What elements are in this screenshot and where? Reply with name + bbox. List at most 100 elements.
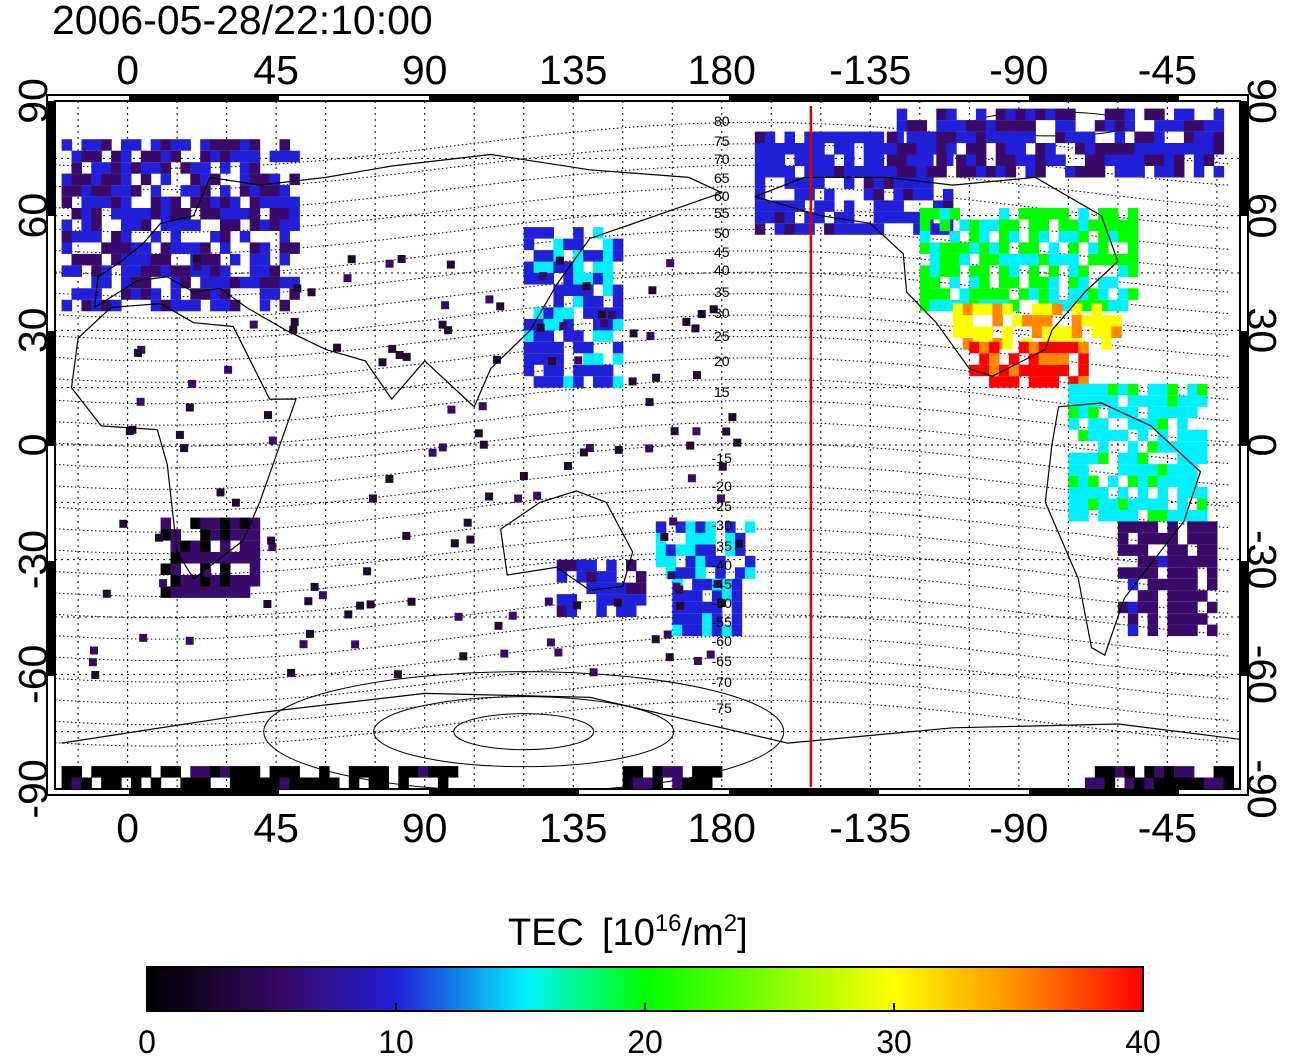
tec-cell [665,555,677,568]
tec-cell [229,219,241,231]
tec-cell [279,219,290,231]
tec-cell [1117,464,1129,476]
tec-cell [239,517,251,530]
tec-cell [711,601,723,614]
tec-cell [563,238,574,251]
tec-data-cells [61,108,1234,789]
tec-cell [982,326,993,338]
tec-cell [600,319,609,328]
tec-cell [1068,510,1079,522]
tec-cell [966,143,977,155]
tec-cell [1127,567,1139,579]
tec-cell [1177,578,1188,591]
tec-cell [979,364,990,377]
tec-cell [966,131,977,144]
x-tick-label-top: -45 [1138,47,1197,93]
tec-cell [170,150,181,163]
tec-cell [774,166,786,178]
tec-cell [1127,253,1139,266]
tec-cell [563,273,574,285]
tec-cell [1018,341,1030,354]
contour-label: 55 [714,205,730,221]
tec-cell [368,494,377,503]
tec-cell [279,276,290,289]
tec-cell [229,139,241,151]
tec-cell [919,288,931,300]
tec-cell [101,299,112,312]
tec-cell [1114,131,1126,144]
tec-cell [1101,326,1112,338]
tec-cell [999,276,1010,289]
tec-cell [695,555,706,568]
tec-cell [180,162,191,174]
tec-cell [672,582,681,591]
tec-cell [573,376,584,388]
tec-cell [602,376,614,388]
tec-cell [91,162,102,174]
tec-cell [863,143,875,155]
tec-cell [843,177,855,189]
tec-cell [1134,154,1145,166]
tec-cell [711,613,723,625]
tec-cell [150,777,162,789]
tec-cell [347,255,356,264]
tec-cell [705,521,716,533]
x-tick-label-bottom: 45 [253,805,299,851]
tec-cell [1078,395,1089,407]
tec-cell [1008,219,1020,231]
tec-cell [1154,166,1165,178]
tec-cell [140,150,152,163]
tec-cell [1167,521,1178,533]
tec-cell [916,166,927,178]
tec-cell [949,253,960,266]
tec-cell [249,517,261,530]
tec-cell [979,265,990,277]
tec-cell [834,166,845,178]
tec-cell [586,559,597,572]
coastlines [61,153,1240,744]
tec-cell [200,185,211,197]
tec-cell [553,238,564,251]
tec-cell [111,185,122,197]
tec-cell [170,139,181,151]
tec-cell [573,238,584,251]
tec-cell [170,231,181,243]
tec-cell [784,211,795,224]
tec-cell [1197,487,1208,499]
tec-cell [229,766,241,778]
tec-cell [130,162,142,174]
tec-cell [190,265,201,277]
tec-cell [622,777,634,789]
tec-cell [1058,219,1069,231]
tec-cell [140,162,152,174]
tec-cell [170,540,181,553]
tec-cell [1137,532,1149,545]
tec-cell [150,265,162,277]
tec-cell [200,208,211,220]
tec-cell [863,131,875,144]
tec-cell [1177,624,1188,637]
tec-cell [1008,276,1020,289]
tec-cell [397,255,406,263]
tec-cell [1025,108,1036,121]
tec-cell [1094,154,1106,166]
tec-cell [692,624,703,637]
tec-cell [804,211,815,224]
tec-cell [1078,510,1089,522]
tec-cell [1098,253,1109,266]
tec-cell [566,559,578,572]
tec-cell [1114,143,1126,155]
tec-cell [942,154,954,166]
tec-cell [1174,166,1185,178]
tec-cell [210,586,221,598]
tec-cell [979,242,990,254]
tec-cell [1187,590,1198,602]
tec-cell [71,208,82,220]
tec-cell [995,108,1007,121]
tec-cell [500,649,509,658]
tec-cell [593,364,604,377]
tec-cell [929,288,941,300]
tec-cell [1045,154,1056,166]
tec-cell [1008,299,1020,312]
tec-cell [1137,452,1149,465]
